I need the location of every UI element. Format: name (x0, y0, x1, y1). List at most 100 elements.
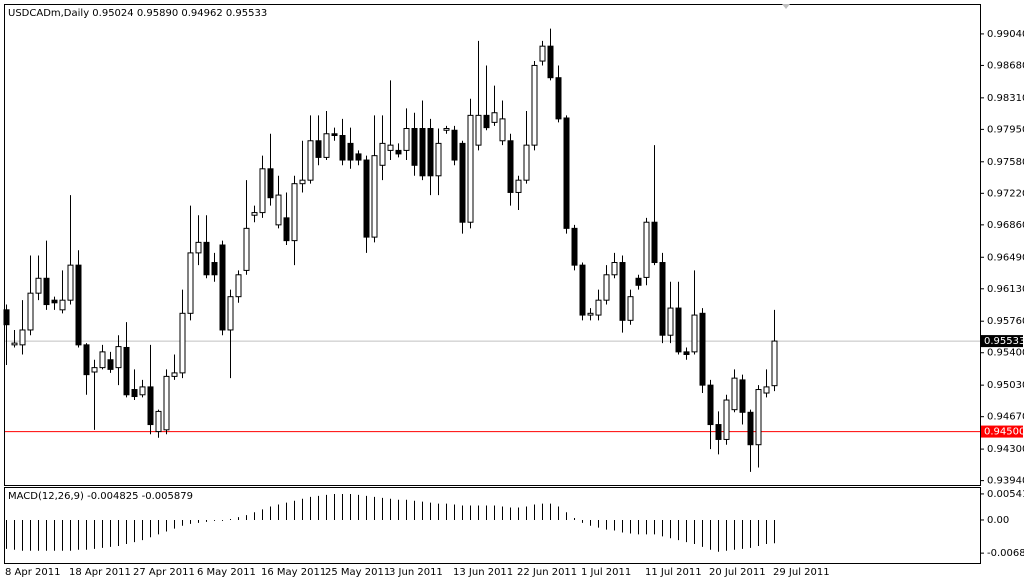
candle-body (723, 399, 730, 440)
candle-body (499, 118, 506, 142)
candle-body (35, 277, 42, 294)
candle-body (675, 307, 682, 353)
x-tick-label: 25 May 2011 (325, 567, 390, 578)
main-pane (4, 4, 981, 486)
candle-body (699, 312, 706, 386)
candle-body (427, 128, 434, 177)
candle-body (331, 133, 338, 137)
y-tick-label: 0.93940 (987, 476, 1024, 487)
candle-body (171, 372, 178, 377)
candle-body (531, 64, 538, 146)
candle-body (339, 135, 346, 161)
candle-body (563, 117, 570, 229)
candle-body (507, 140, 514, 193)
x-tick-label: 3 Jun 2011 (389, 567, 443, 578)
candle-body (11, 342, 18, 346)
candle-body (275, 194, 282, 226)
candle-body (539, 45, 546, 62)
candle-body (67, 264, 74, 301)
candle-body (227, 296, 234, 331)
candle-body (451, 129, 458, 161)
candle-body (219, 244, 226, 331)
candle-body (371, 155, 378, 238)
candle-body (731, 377, 738, 411)
candle-body (515, 179, 522, 193)
candle-body (595, 299, 602, 316)
candle-body (715, 424, 722, 440)
shift-marker (782, 4, 790, 9)
macd-title: MACD(12,26,9) -0.004825 -0.005879 (8, 491, 193, 502)
candle-body (51, 299, 58, 304)
candle-body (355, 153, 362, 161)
candle-body (243, 227, 250, 271)
candle-body (251, 212, 258, 216)
candle-body (611, 262, 618, 276)
price-label-box (981, 425, 1023, 438)
candle-body (635, 277, 642, 286)
candle-body (59, 299, 66, 311)
candle-body (523, 144, 530, 181)
candle-body (163, 375, 170, 431)
x-tick-label: 20 Jul 2011 (709, 567, 766, 578)
candle-body (411, 128, 418, 166)
x-tick-label: 11 Jul 2011 (645, 567, 702, 578)
x-tick-label: 16 May 2011 (261, 567, 326, 578)
x-tick-label: 29 Jul 2011 (773, 567, 830, 578)
candle-body (19, 329, 26, 346)
candle-body (75, 264, 82, 346)
candle-body (771, 340, 778, 387)
candle-body (259, 168, 266, 214)
candle-body (579, 264, 586, 316)
candle-body (131, 389, 138, 398)
candle-body (491, 112, 498, 123)
candle-body (571, 227, 578, 266)
candle-body (27, 292, 34, 331)
candle-body (475, 114, 482, 146)
candle-body (299, 179, 306, 185)
candle-body (395, 149, 402, 155)
candle-body (291, 183, 298, 242)
candle-body (627, 296, 634, 321)
candle-body (107, 359, 114, 370)
candle-body (619, 262, 626, 321)
y-tick-label: 0.005411 (987, 489, 1024, 500)
candle-body (643, 221, 650, 278)
candle-body (179, 312, 186, 374)
candle-body (483, 114, 490, 129)
x-tick-label: 1 Jul 2011 (581, 567, 631, 578)
candle-body (203, 241, 210, 276)
candle-body (747, 411, 754, 446)
candle-body (467, 114, 474, 223)
candle-body (83, 344, 90, 376)
candle-body (315, 140, 322, 158)
candle-body (707, 384, 714, 426)
candle-body (755, 389, 762, 446)
candle-body (155, 410, 162, 433)
price-label: 0.94500 (984, 427, 1024, 438)
x-tick-label: 13 Jun 2011 (453, 567, 513, 578)
candle-body (43, 277, 50, 306)
candle-body (443, 128, 450, 131)
candle-body (547, 45, 554, 79)
y-tick-label: 0.00 (987, 515, 1009, 526)
candle-body (91, 367, 98, 373)
candle-body (403, 128, 410, 151)
candle-body (3, 309, 10, 326)
price-label: 0.95533 (984, 336, 1024, 347)
price-label-box (981, 335, 1023, 348)
